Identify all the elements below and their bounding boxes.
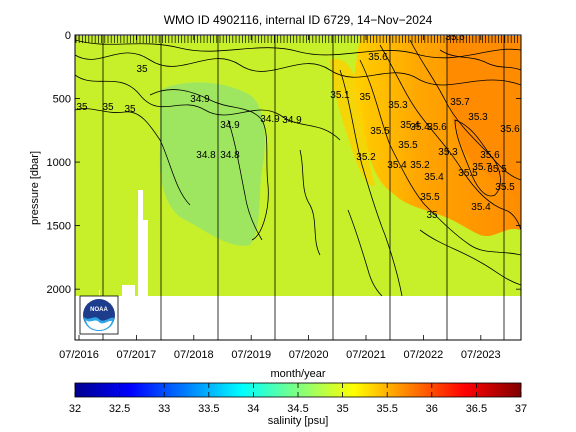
contour-label: 35.6 [480, 150, 500, 161]
colorbar-tick-label: 34.5 [287, 403, 308, 415]
colorbar-tick-label: 36.5 [466, 403, 487, 415]
contour-label: 35 [136, 64, 148, 75]
contour-label: 35.2 [410, 160, 430, 171]
contour-label: 35.5 [420, 192, 440, 203]
contour-label: 35 [76, 102, 88, 113]
contour-label: 34.9 [282, 115, 302, 126]
plot-frame [74, 34, 522, 341]
contour-label: 35 [426, 210, 438, 221]
colorbar-tick-label: 33.5 [198, 403, 219, 415]
contour-label: 35.6 [368, 52, 388, 63]
noaa-logo: NOAA [79, 295, 119, 335]
contour-label: 34.8 [196, 150, 216, 161]
y-tick-label: 500 [53, 94, 71, 106]
contour-label: 35.5 [458, 168, 478, 179]
x-tick-label: 07/2016 [59, 349, 99, 361]
y-axis: 0 500 1000 1500 2000 [47, 30, 521, 296]
contour-label: 35.4 [471, 202, 491, 213]
y-tick-label: 0 [65, 30, 71, 42]
colorbar-tick-label: 32.5 [109, 403, 130, 415]
contour-label: 35.5 [370, 126, 390, 137]
x-axis-label: month/year [270, 368, 325, 380]
contour-label: 35.3 [438, 147, 458, 158]
colorbar-tick-label: 34 [247, 403, 259, 415]
low-salinity-zone [159, 82, 265, 246]
colorbar-tick-label: 35 [336, 403, 348, 415]
contour-label: 34.9 [190, 94, 210, 105]
contour-label: 35.5 [495, 182, 515, 193]
y-tick-label: 2000 [47, 284, 71, 296]
y-axis-label: pressure [dbar] [29, 151, 41, 225]
year-lines [102, 35, 505, 340]
y-tick-label: 1000 [47, 157, 71, 169]
contour-label: 35.6 [500, 124, 520, 135]
x-tick-label: 07/2017 [117, 349, 157, 361]
contour-label: 35.1 [330, 90, 350, 101]
contour-label: 35.4 [400, 120, 420, 131]
x-tick-label: 07/2023 [461, 349, 501, 361]
colorbar-tick-label: 32 [69, 403, 81, 415]
contour-lines [75, 39, 521, 297]
contour-label: 34.9 [220, 120, 240, 131]
contour-label: 34.9 [260, 114, 280, 125]
contour-label: 35.6 [445, 32, 465, 43]
contour-label: 35.4 [387, 160, 407, 171]
colorbar-label: salinity [psu] [268, 415, 329, 427]
contour-label: 35.4 [410, 122, 430, 133]
contour-label: 35.6 [427, 122, 447, 133]
x-tick-label: 07/2021 [346, 349, 386, 361]
contour-label: 35.5 [487, 164, 507, 175]
contour-label: 35 [124, 104, 136, 115]
x-axis: 07/2016 07/2017 07/2018 07/2019 07/2020 07/20… [59, 35, 501, 361]
contour-label: 35.4 [424, 172, 444, 183]
contour-label: 35.3 [468, 112, 488, 123]
contour-label: 35 [102, 102, 114, 113]
colorbar-tick-label: 36 [426, 403, 438, 415]
colorbar: 32 32.5 33 33.5 34 34.5 35 35.5 36 36.5 37 salinit… [69, 382, 527, 427]
x-tick-label: 07/2020 [289, 349, 329, 361]
logo-text: NOAA [90, 307, 108, 313]
y-tick-label: 1500 [47, 221, 71, 233]
x-tick-label: 07/2022 [404, 349, 444, 361]
contour-label: 35.7 [472, 162, 492, 173]
profile-ticks [75, 35, 518, 43]
colorbar-tick-label: 37 [515, 403, 527, 415]
contour-label: 35.7 [450, 97, 470, 108]
contour-label: 34.8 [220, 150, 240, 161]
contour-label: 35.5 [398, 140, 418, 151]
contour-label: 35 [359, 92, 371, 103]
chart-title: WMO ID 4902116, internal ID 6729, 14−Nov… [164, 13, 433, 27]
x-tick-label: 07/2019 [231, 349, 271, 361]
colorbar-tick-label: 35.5 [376, 403, 397, 415]
x-tick-label: 07/2018 [174, 349, 214, 361]
contour-label: 35.3 [388, 100, 408, 111]
contour-label: 35.2 [356, 152, 376, 163]
colorbar-tick-label: 33 [158, 403, 170, 415]
